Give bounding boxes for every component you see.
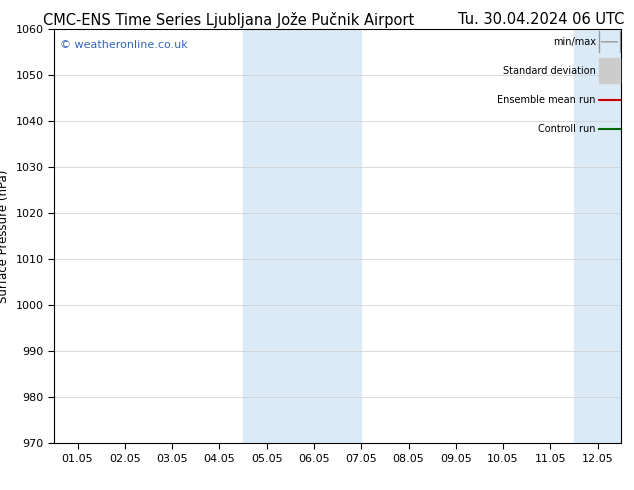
Text: Ensemble mean run: Ensemble mean run (497, 95, 596, 105)
Bar (574, 29, 634, 443)
Text: Tu. 30.04.2024 06 UTC: Tu. 30.04.2024 06 UTC (458, 12, 624, 27)
Text: CMC-ENS Time Series Ljubljana Jože Pučnik Airport: CMC-ENS Time Series Ljubljana Jože Pučni… (42, 12, 414, 28)
Text: © weatheronline.co.uk: © weatheronline.co.uk (60, 40, 187, 50)
Text: Standard deviation: Standard deviation (503, 66, 596, 76)
Text: min/max: min/max (553, 37, 596, 47)
Bar (243, 29, 361, 443)
Y-axis label: Surface Pressure (hPa): Surface Pressure (hPa) (0, 170, 10, 303)
Text: Controll run: Controll run (538, 124, 596, 134)
FancyBboxPatch shape (598, 58, 620, 83)
